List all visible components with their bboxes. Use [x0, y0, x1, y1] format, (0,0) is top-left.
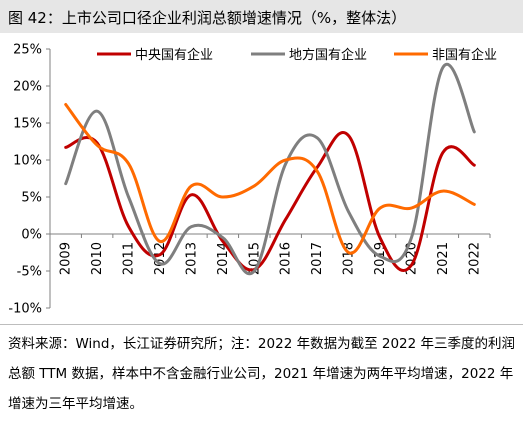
x-tick-label: 2009 — [59, 242, 74, 275]
y-tick-label: -5% — [17, 265, 42, 280]
line-chart: -10%-5%0%5%10%15%20%25%2009 2010 2011 2012 2… — [8, 43, 497, 317]
figure-title-bar: 图 42：上市公司口径企业利润总额增速情况（%，整体法） — [0, 0, 523, 33]
x-tick-label: 2016 — [279, 242, 294, 275]
divider — [0, 324, 523, 325]
x-tick-label: 2010 — [90, 242, 105, 275]
y-tick-label: 20% — [13, 80, 42, 95]
y-tick-label: 5% — [21, 191, 42, 206]
y-tick-label: 0% — [21, 228, 42, 243]
x-tick-label: 2013 — [184, 242, 199, 275]
x-tick-label: 2011 — [122, 242, 137, 275]
y-tick-label: 10% — [13, 154, 42, 169]
x-tick-label: 2021 — [436, 242, 451, 275]
legend-label: 地方国有企业 — [289, 47, 367, 63]
figure-title: 图 42：上市公司口径企业利润总额增速情况（%，整体法） — [8, 9, 407, 27]
x-tick-label: 2019 — [373, 242, 388, 275]
x-tick-label: 2022 — [467, 242, 482, 275]
x-tick-label: 2017 — [310, 242, 325, 275]
series-line-3 — [64, 103, 476, 255]
y-tick-label: 15% — [13, 117, 42, 132]
chart-area: -10% -5% 0% 5% 10% 15% 20% 25% 2009 2010 2011 2012 2… — [0, 33, 523, 323]
y-tick-label: 25% — [13, 43, 42, 58]
source-note: 资料来源：Wind，长江证券研究所；注：2022 年数据为截至 2022 年三季… — [8, 336, 516, 412]
x-tick-label: 2014 — [216, 242, 231, 275]
legend-label: 非国有企业 — [432, 47, 497, 63]
series-line-1 — [64, 131, 476, 272]
y-tick-label: -10% — [8, 302, 42, 317]
legend-label: 中央国有企业 — [135, 47, 213, 63]
